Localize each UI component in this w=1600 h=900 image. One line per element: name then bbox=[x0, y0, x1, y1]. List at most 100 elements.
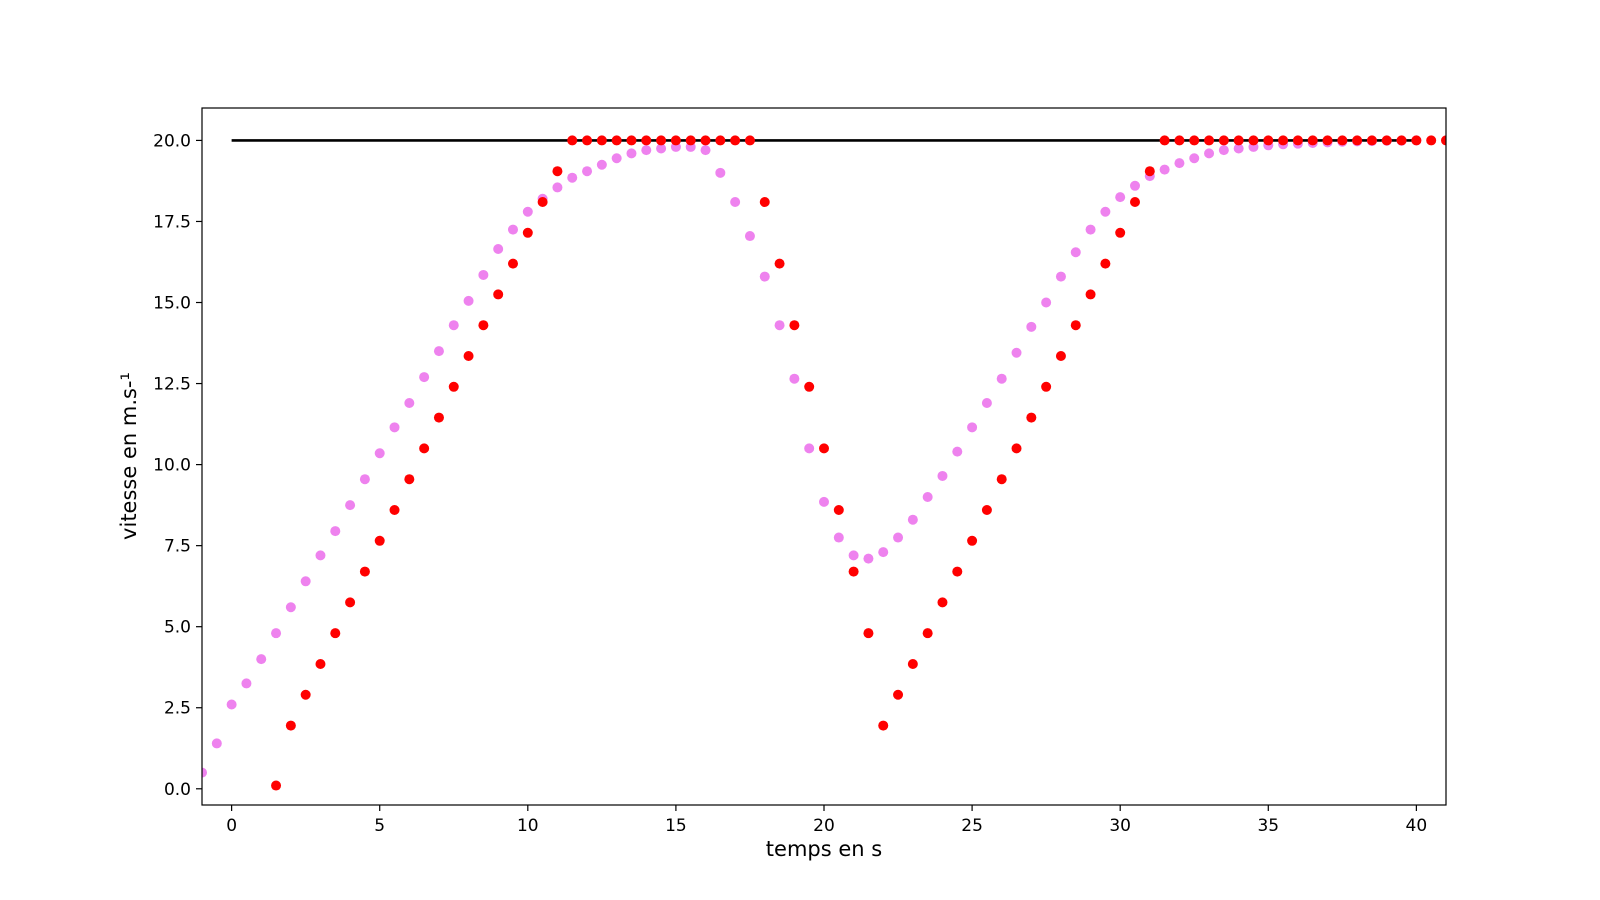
x-tick-label: 15 bbox=[665, 816, 687, 836]
data-point bbox=[493, 244, 504, 255]
data-point bbox=[1130, 180, 1140, 191]
data-point bbox=[907, 658, 918, 669]
y-tick-label: 5.0 bbox=[164, 618, 191, 638]
data-point bbox=[863, 628, 874, 639]
data-point bbox=[1204, 148, 1215, 159]
data-point bbox=[478, 320, 489, 331]
data-point bbox=[1292, 135, 1303, 146]
data-point bbox=[1233, 135, 1244, 146]
series-2 bbox=[271, 135, 1446, 791]
y-tick-label: 12.5 bbox=[153, 375, 191, 395]
data-point bbox=[893, 689, 904, 700]
x-axis: 0 5 10 15 20 25 30 35 40 bbox=[226, 805, 1427, 836]
data-point bbox=[211, 738, 222, 749]
data-point bbox=[848, 566, 859, 577]
data-point bbox=[330, 526, 341, 537]
x-tick-label: 10 bbox=[517, 816, 539, 836]
data-point bbox=[730, 135, 741, 146]
data-point bbox=[1026, 412, 1037, 423]
data-point bbox=[967, 422, 978, 433]
data-point bbox=[300, 689, 311, 700]
data-point bbox=[433, 412, 444, 423]
data-point bbox=[300, 576, 311, 587]
data-point bbox=[744, 231, 755, 242]
data-point bbox=[611, 153, 622, 164]
data-point bbox=[685, 135, 696, 146]
data-point bbox=[744, 135, 755, 146]
y-tick-label: 15.0 bbox=[153, 294, 191, 314]
data-point bbox=[1278, 135, 1289, 146]
data-point bbox=[789, 373, 800, 384]
data-point bbox=[907, 514, 918, 525]
data-point bbox=[1441, 135, 1446, 146]
data-point bbox=[641, 145, 652, 156]
data-point bbox=[981, 398, 992, 409]
y-axis: 0.0 2.5 5.0 7.5 10.0 12.5 15.0 17.5 20.0 bbox=[153, 131, 202, 800]
data-point bbox=[1426, 135, 1437, 146]
data-point bbox=[1070, 247, 1081, 258]
data-point bbox=[1263, 135, 1274, 146]
data-point bbox=[833, 504, 844, 515]
data-point bbox=[448, 381, 459, 392]
data-point bbox=[1189, 135, 1200, 146]
data-point bbox=[1366, 135, 1377, 146]
data-point bbox=[848, 550, 859, 561]
data-point bbox=[804, 443, 815, 454]
data-point bbox=[271, 628, 282, 639]
data-point bbox=[774, 258, 785, 269]
x-axis-label: temps en s bbox=[766, 837, 882, 861]
data-point bbox=[1011, 443, 1022, 454]
y-tick-label: 20.0 bbox=[153, 131, 191, 151]
data-point bbox=[819, 496, 829, 507]
y-tick-label: 2.5 bbox=[164, 699, 191, 719]
data-point bbox=[1041, 297, 1052, 308]
data-point bbox=[952, 566, 963, 577]
data-point bbox=[967, 535, 978, 546]
data-point bbox=[359, 566, 370, 577]
data-point bbox=[567, 172, 578, 183]
data-point bbox=[626, 135, 637, 146]
data-point bbox=[315, 550, 326, 561]
data-point bbox=[226, 699, 237, 710]
data-point bbox=[582, 166, 593, 177]
data-point bbox=[922, 628, 933, 639]
x-tick-label: 40 bbox=[1406, 816, 1428, 836]
data-point bbox=[1159, 135, 1170, 146]
data-point bbox=[271, 780, 282, 791]
x-tick-label: 25 bbox=[961, 816, 983, 836]
data-point bbox=[1174, 158, 1185, 169]
data-point bbox=[345, 500, 356, 511]
data-point bbox=[1115, 192, 1126, 203]
data-point bbox=[1011, 347, 1022, 358]
data-point bbox=[730, 197, 741, 208]
data-point bbox=[285, 720, 296, 731]
data-point bbox=[1204, 135, 1215, 146]
data-point bbox=[1055, 271, 1066, 282]
data-point bbox=[463, 351, 474, 362]
data-point bbox=[567, 135, 578, 146]
data-point bbox=[433, 346, 444, 357]
x-tick-label: 5 bbox=[374, 816, 385, 836]
data-point bbox=[611, 135, 622, 146]
data-point bbox=[1070, 320, 1081, 331]
x-tick-label: 35 bbox=[1257, 816, 1279, 836]
data-point bbox=[1085, 289, 1096, 300]
data-point bbox=[833, 532, 844, 543]
data-point bbox=[552, 182, 563, 193]
data-point bbox=[878, 547, 889, 558]
data-point bbox=[596, 135, 607, 146]
data-point bbox=[996, 373, 1007, 384]
data-point bbox=[1100, 258, 1111, 269]
data-point bbox=[389, 422, 400, 433]
data-point bbox=[641, 135, 652, 146]
data-point bbox=[863, 553, 874, 564]
data-point bbox=[330, 628, 341, 639]
data-point bbox=[1322, 135, 1333, 146]
y-axis-label: vitesse en m.s-¹ bbox=[117, 372, 141, 540]
data-point bbox=[893, 532, 904, 543]
x-tick-label: 0 bbox=[226, 816, 237, 836]
data-point bbox=[508, 258, 518, 269]
data-point bbox=[389, 504, 400, 515]
data-point bbox=[1189, 153, 1200, 164]
